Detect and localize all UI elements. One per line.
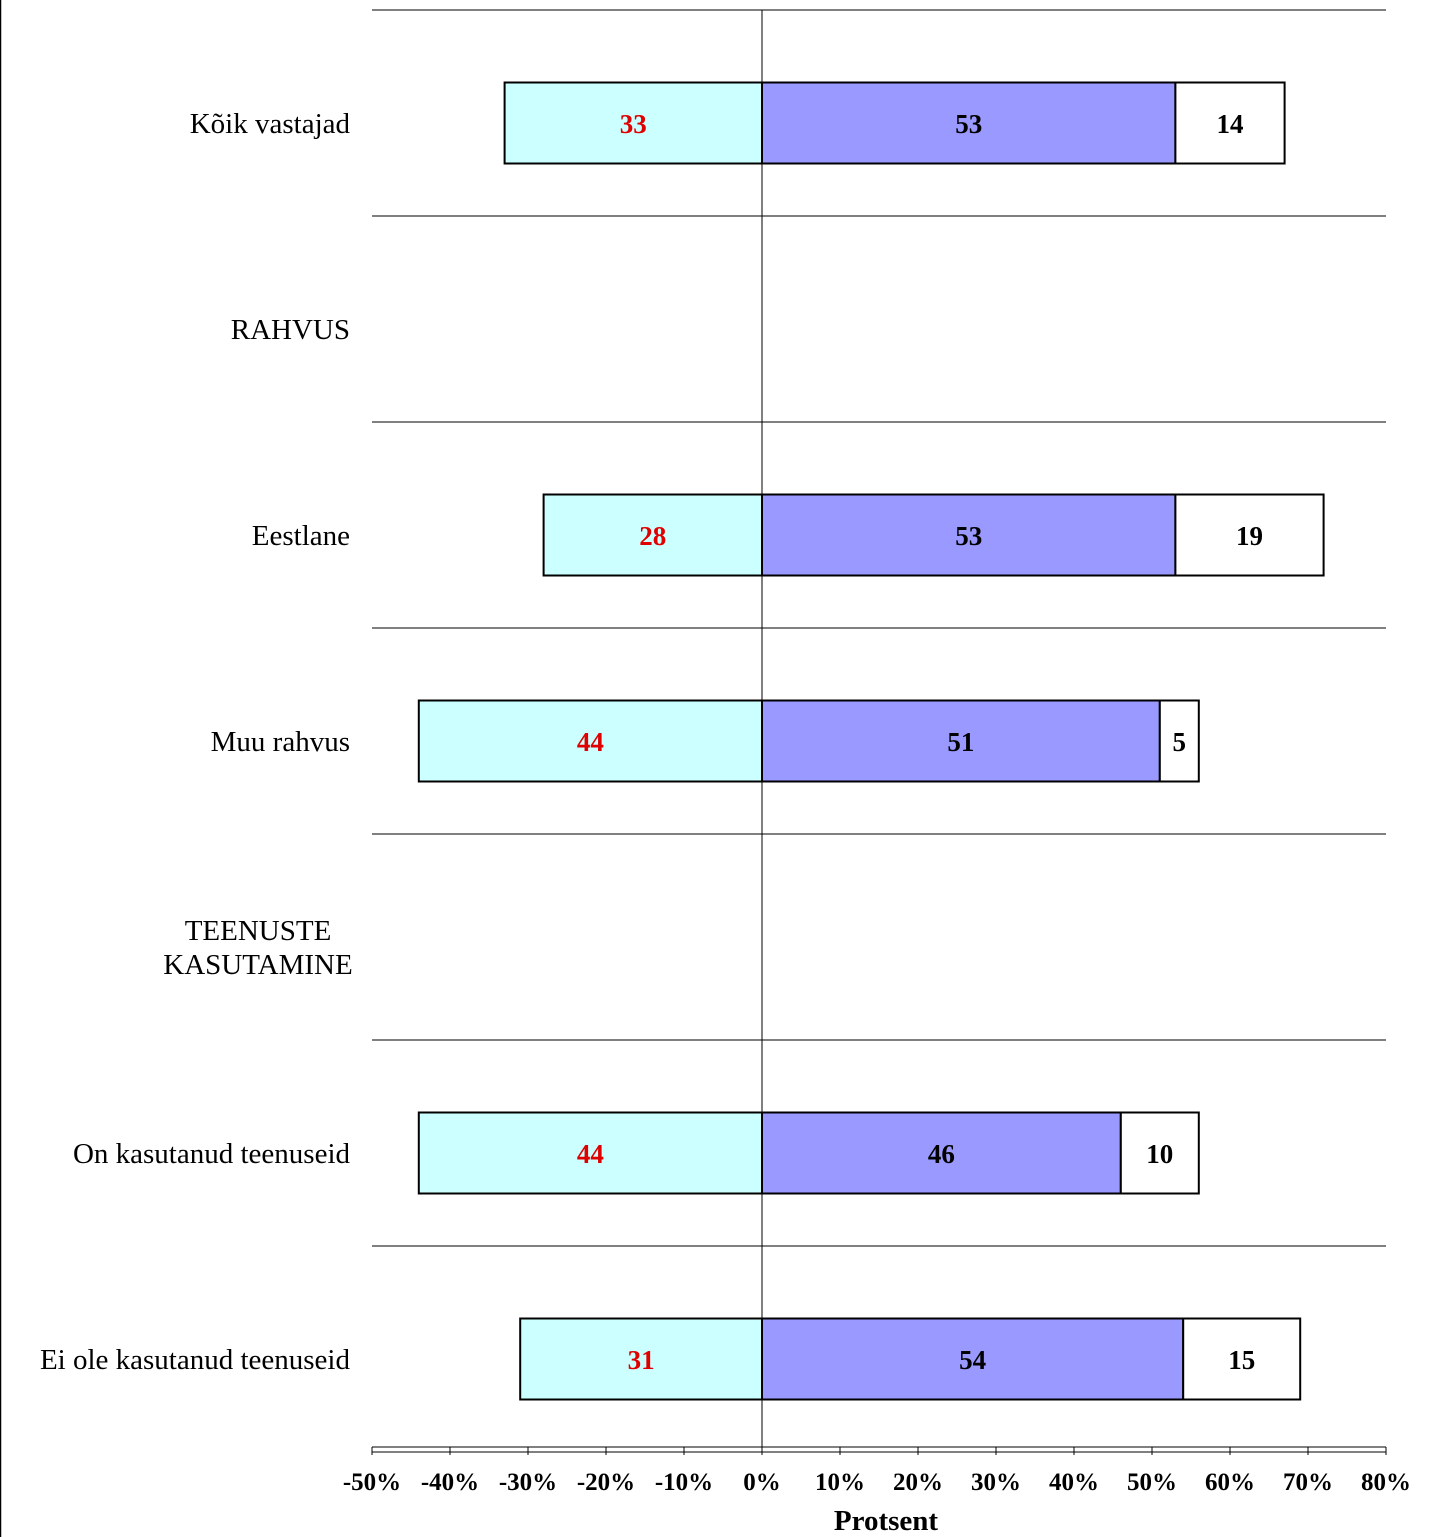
x-tick-label: -20% [577,1469,635,1496]
category-label-line: Ei ole kasutanud teenuseid [40,1344,351,1376]
data-label-1: 53 [955,521,982,551]
x-tick-label: 80% [1361,1469,1411,1496]
x-tick-label: 60% [1205,1469,1255,1496]
x-axis: -50% -40% -30% -20% -10% 0% 10% 20% 30% 40% 50% 60%… [343,1446,1411,1496]
data-label-1: 51 [947,727,974,757]
data-label-negative: 44 [577,1139,604,1169]
x-tick-label: 30% [971,1469,1021,1496]
bar-segment-negative [417,1111,763,1195]
category-label: Muu rahvus [211,726,350,758]
data-label-1: 53 [955,109,982,139]
data-label-2: 15 [1228,1345,1255,1375]
data-label-negative: 33 [620,109,647,139]
category-label: Eestlane [252,520,350,552]
bar-segment-negative [542,493,763,577]
bar-segment-1 [761,699,1161,783]
data-label-1: 46 [928,1139,955,1169]
x-tick-label: -10% [655,1469,713,1496]
data-label-2: 5 [1173,727,1187,757]
category-label: Kõik vastajad [190,108,351,140]
category-label-line: Muu rahvus [211,726,350,758]
data-label-negative: 44 [577,727,604,757]
bar-segment-2 [1182,1317,1302,1401]
bar-segment-1 [761,493,1177,577]
bar-segment-1 [761,1111,1122,1195]
category-labels: Kõik vastajad RAHVUS Eestlane Muu rahvus TEE… [40,108,353,1376]
category-label-line: TEENUSTE [185,915,332,947]
bar-segment-2 [1158,699,1200,783]
category-label-line: KASUTAMINE [163,949,352,981]
category-label-line: On kasutanud teenuseid [73,1138,351,1170]
data-label-negative: 28 [639,521,666,551]
bar-segment-negative [519,1317,764,1401]
x-tick-label: -40% [421,1469,479,1496]
data-label-1: 54 [959,1345,986,1375]
data-label-2: 19 [1236,521,1263,551]
bar-segment-1 [761,1317,1185,1401]
category-label: RAHVUS [231,314,350,346]
x-tick-label: 40% [1049,1469,1099,1496]
bar-segment-2 [1174,81,1286,165]
x-axis-title: Protsent [834,1505,939,1537]
category-label: TEENUSTE KASUTAMINE [163,915,352,981]
x-tick-label: 20% [893,1469,943,1496]
x-tick-label: 50% [1127,1469,1177,1496]
category-label: On kasutanud teenuseid [73,1138,351,1170]
x-tick-label: 70% [1283,1469,1333,1496]
category-label: Ei ole kasutanud teenuseid [40,1344,351,1376]
category-label-line: RAHVUS [231,314,350,346]
category-label-line: Eestlane [252,520,350,552]
category-separators [372,9,1386,1453]
x-tick-label: -30% [499,1469,557,1496]
x-tick-label: -50% [343,1469,401,1496]
x-tick-label: 0% [743,1469,781,1496]
bar-segment-1 [761,81,1177,165]
bar-segment-negative [417,699,763,783]
category-label-line: Kõik vastajad [190,108,351,140]
data-label-negative: 31 [628,1345,655,1375]
data-label-2: 10 [1146,1139,1173,1169]
bars: 33 53 14 28 53 19 44 51 5 44 46 10 31 54 15 [417,81,1325,1401]
x-tick-label: 10% [815,1469,865,1496]
bar-segment-2 [1174,493,1325,577]
bar-segment-2 [1119,1111,1200,1195]
data-label-2: 14 [1217,109,1244,139]
